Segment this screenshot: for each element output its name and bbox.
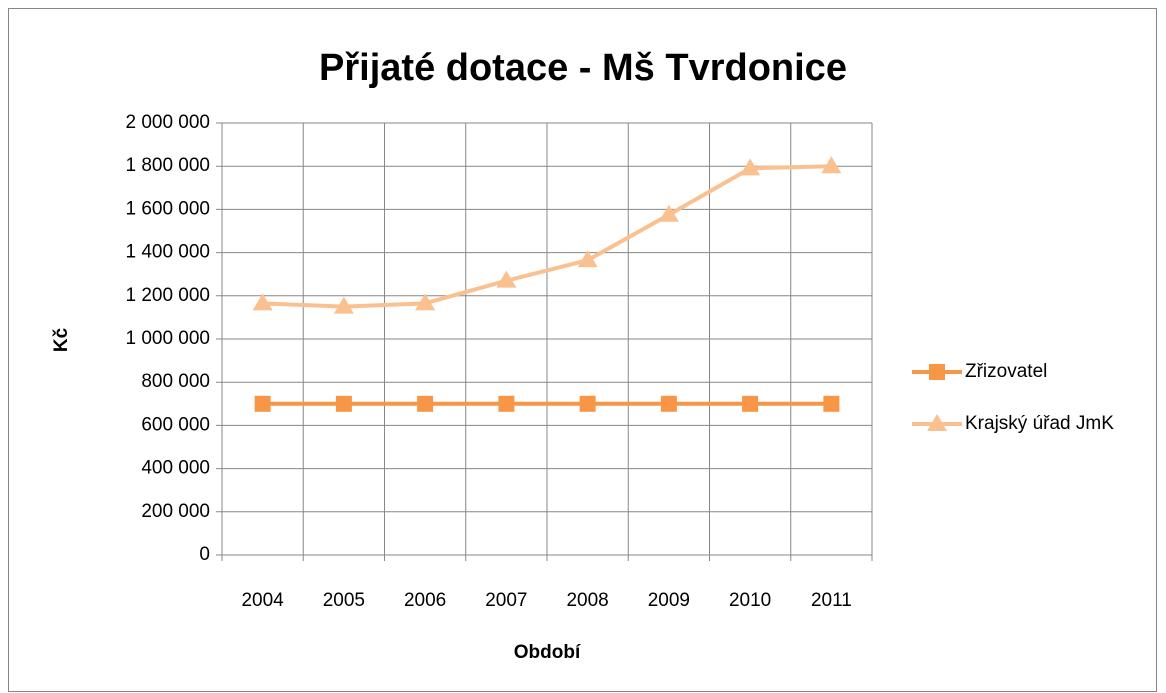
x-tick-label: 2004 bbox=[241, 590, 284, 611]
data-point bbox=[660, 395, 677, 412]
y-tick-label: 600 000 bbox=[141, 414, 210, 435]
y-tick-label: 1 400 000 bbox=[125, 242, 210, 263]
series-line bbox=[262, 164, 832, 309]
data-point bbox=[740, 158, 761, 176]
data-point bbox=[252, 293, 273, 311]
y-tick-label: 1 000 000 bbox=[125, 328, 210, 349]
legend-label: Zřizovatel bbox=[965, 361, 1047, 382]
data-point bbox=[742, 395, 759, 412]
x-tick-label: 2005 bbox=[323, 590, 365, 611]
data-point bbox=[579, 395, 596, 412]
legend-marker bbox=[929, 364, 945, 380]
y-tick-label: 0 bbox=[199, 544, 210, 565]
data-point bbox=[498, 395, 515, 412]
data-point bbox=[823, 395, 840, 412]
chart-border bbox=[8, 8, 1157, 692]
y-tick-label: 1 600 000 bbox=[125, 198, 210, 219]
data-point bbox=[254, 395, 271, 412]
data-point bbox=[577, 250, 598, 268]
x-axis-label: Období bbox=[514, 642, 581, 663]
chart-title: Přijaté dotace - Mš Tvrdonice bbox=[319, 47, 847, 89]
data-point bbox=[658, 204, 679, 222]
y-tick-label: 400 000 bbox=[141, 458, 210, 479]
x-tick-label: 2010 bbox=[729, 590, 771, 611]
data-point bbox=[821, 156, 842, 174]
data-point bbox=[335, 395, 352, 412]
legend-marker bbox=[927, 414, 947, 431]
y-tick-label: 200 000 bbox=[141, 501, 210, 522]
y-tick-label: 2 000 000 bbox=[125, 112, 210, 133]
y-axis-label: Kč bbox=[51, 327, 72, 352]
x-tick-label: 2008 bbox=[566, 590, 608, 611]
x-tick-label: 2006 bbox=[404, 590, 446, 611]
x-tick-label: 2009 bbox=[648, 590, 690, 611]
y-tick-label: 1 800 000 bbox=[125, 155, 210, 176]
data-point bbox=[417, 395, 434, 412]
data-point bbox=[415, 293, 436, 311]
y-tick-label: 1 200 000 bbox=[125, 285, 210, 306]
x-tick-label: 2007 bbox=[485, 590, 527, 611]
data-point bbox=[333, 296, 354, 314]
x-tick-label: 2011 bbox=[811, 590, 852, 611]
legend-label: Krajský úřad JmK bbox=[965, 413, 1114, 434]
y-tick-label: 800 000 bbox=[141, 371, 210, 392]
data-point bbox=[496, 270, 517, 288]
